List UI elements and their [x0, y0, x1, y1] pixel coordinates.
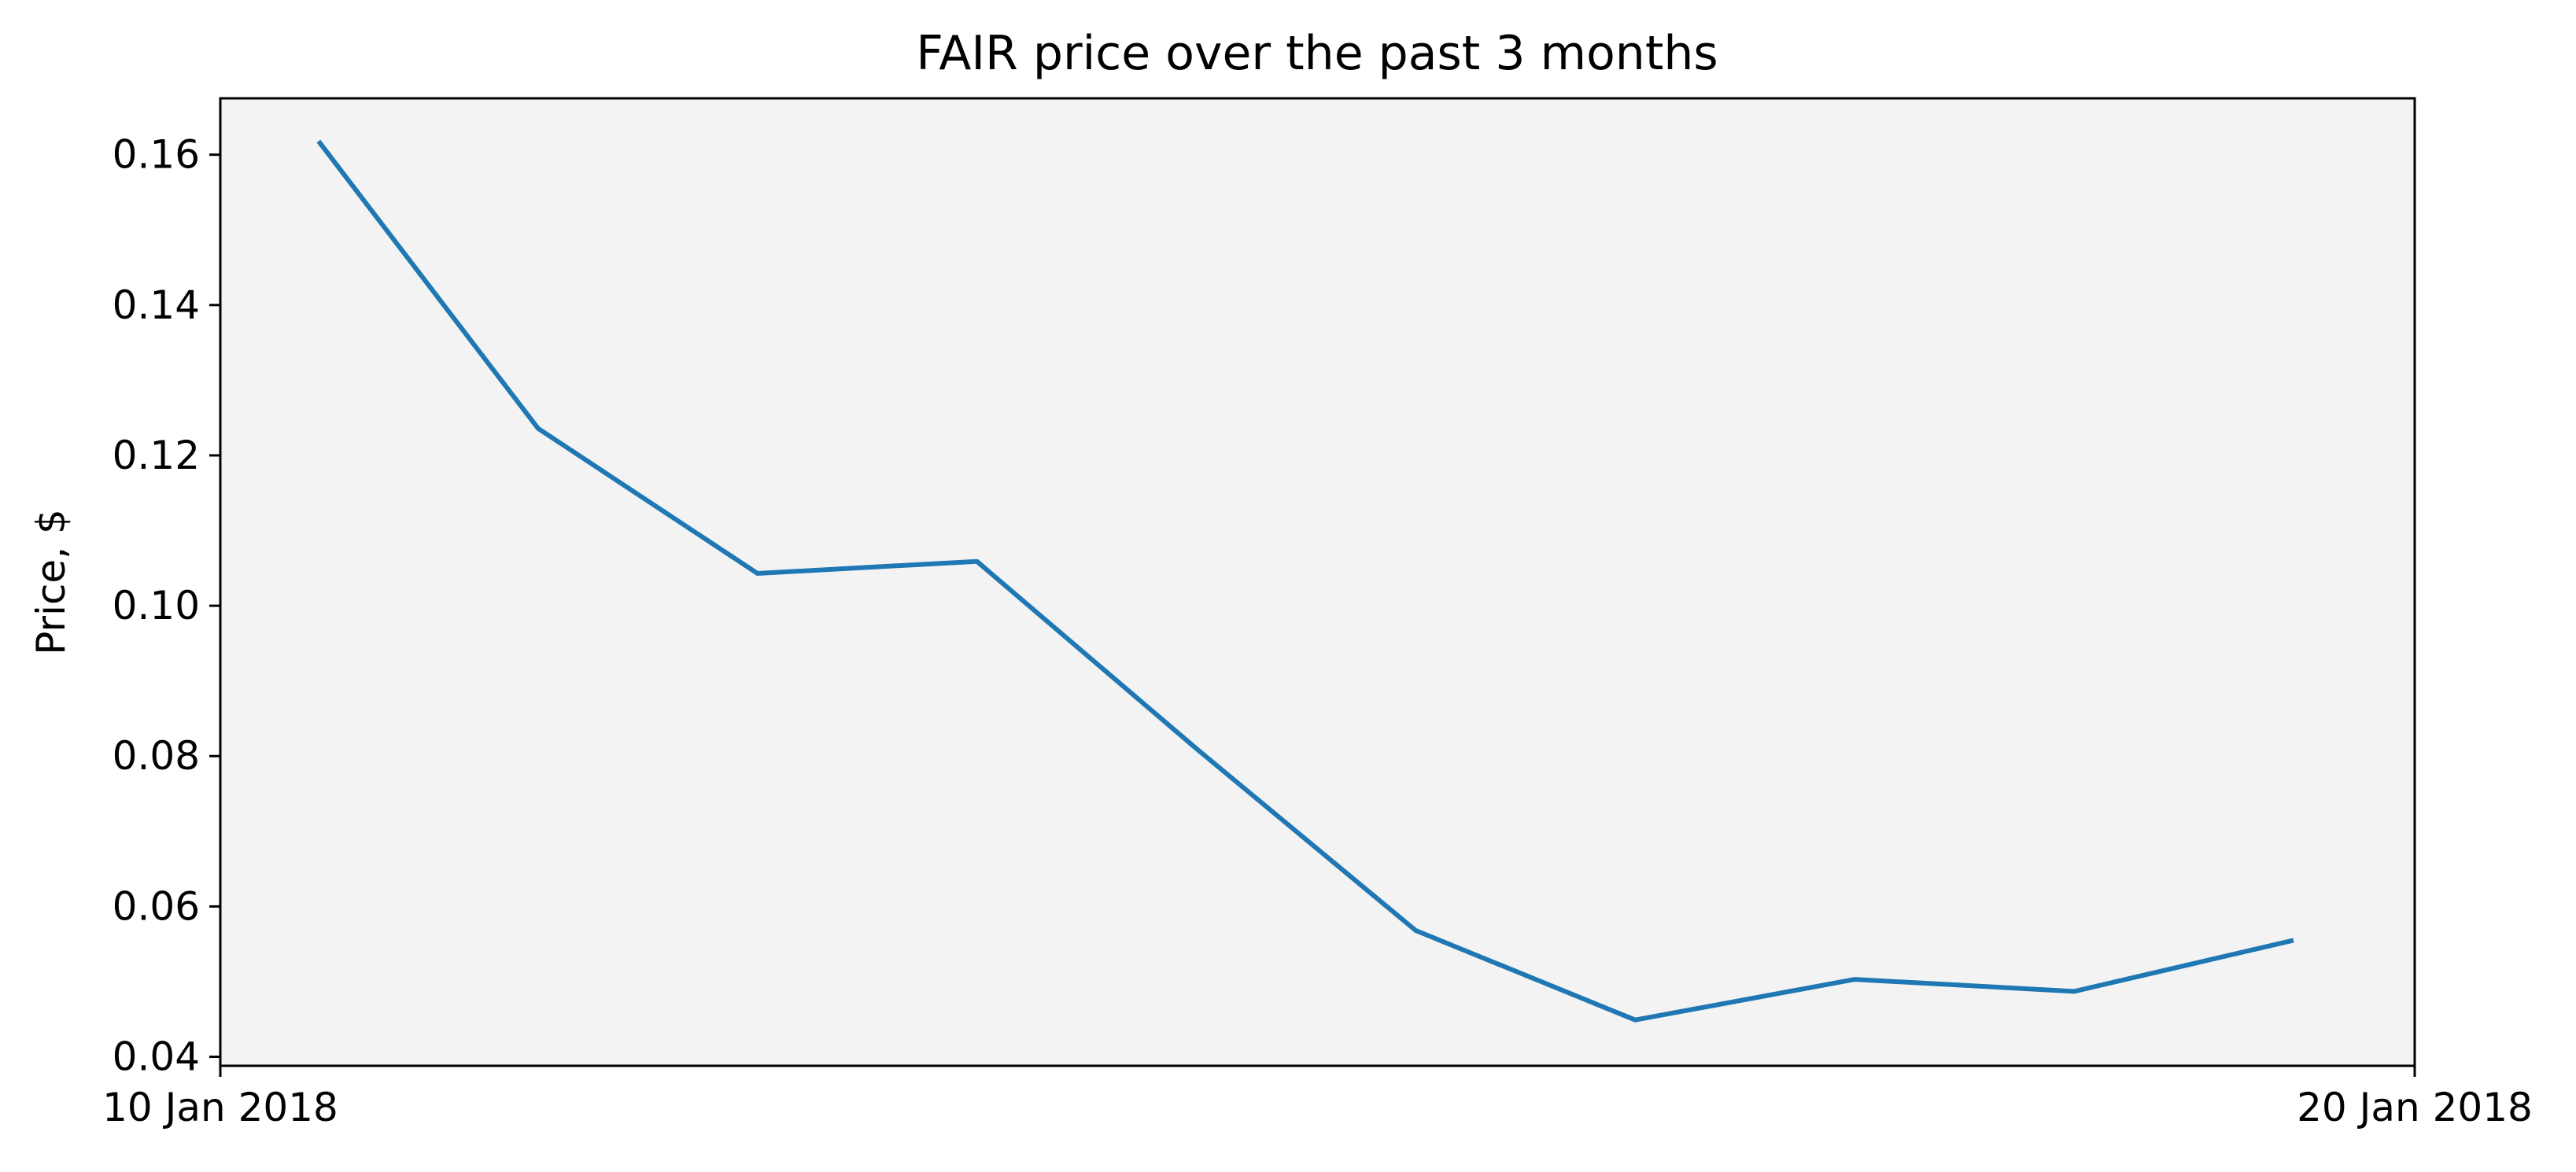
- series-layer: [316, 139, 2294, 1023]
- y-axis: 0.04 0.06 0.08 0.10 0.12 0.14 0.16: [113, 132, 220, 1080]
- y-tick-label: 0.04: [113, 1034, 200, 1080]
- price-series-line: [316, 139, 2294, 1023]
- y-axis-label: Price, $: [28, 509, 74, 655]
- plot-frame: [219, 97, 2416, 1067]
- y-tick-label: 0.14: [113, 282, 200, 328]
- y-tick-label: 0.12: [113, 433, 200, 478]
- y-tick-label: 0.10: [113, 583, 200, 628]
- plot-area: [220, 98, 2415, 1066]
- y-tick-label: 0.06: [113, 883, 200, 929]
- x-axis: 10 Jan 2018 20 Jan 2018: [102, 1066, 2533, 1130]
- chart-title: FAIR price over the past 3 months: [916, 26, 1718, 81]
- x-tick-label: 20 Jan 2018: [2297, 1085, 2533, 1130]
- y-tick-label: 0.16: [113, 132, 200, 178]
- x-tick-label: 10 Jan 2018: [102, 1085, 338, 1130]
- y-tick-label: 0.08: [113, 733, 200, 779]
